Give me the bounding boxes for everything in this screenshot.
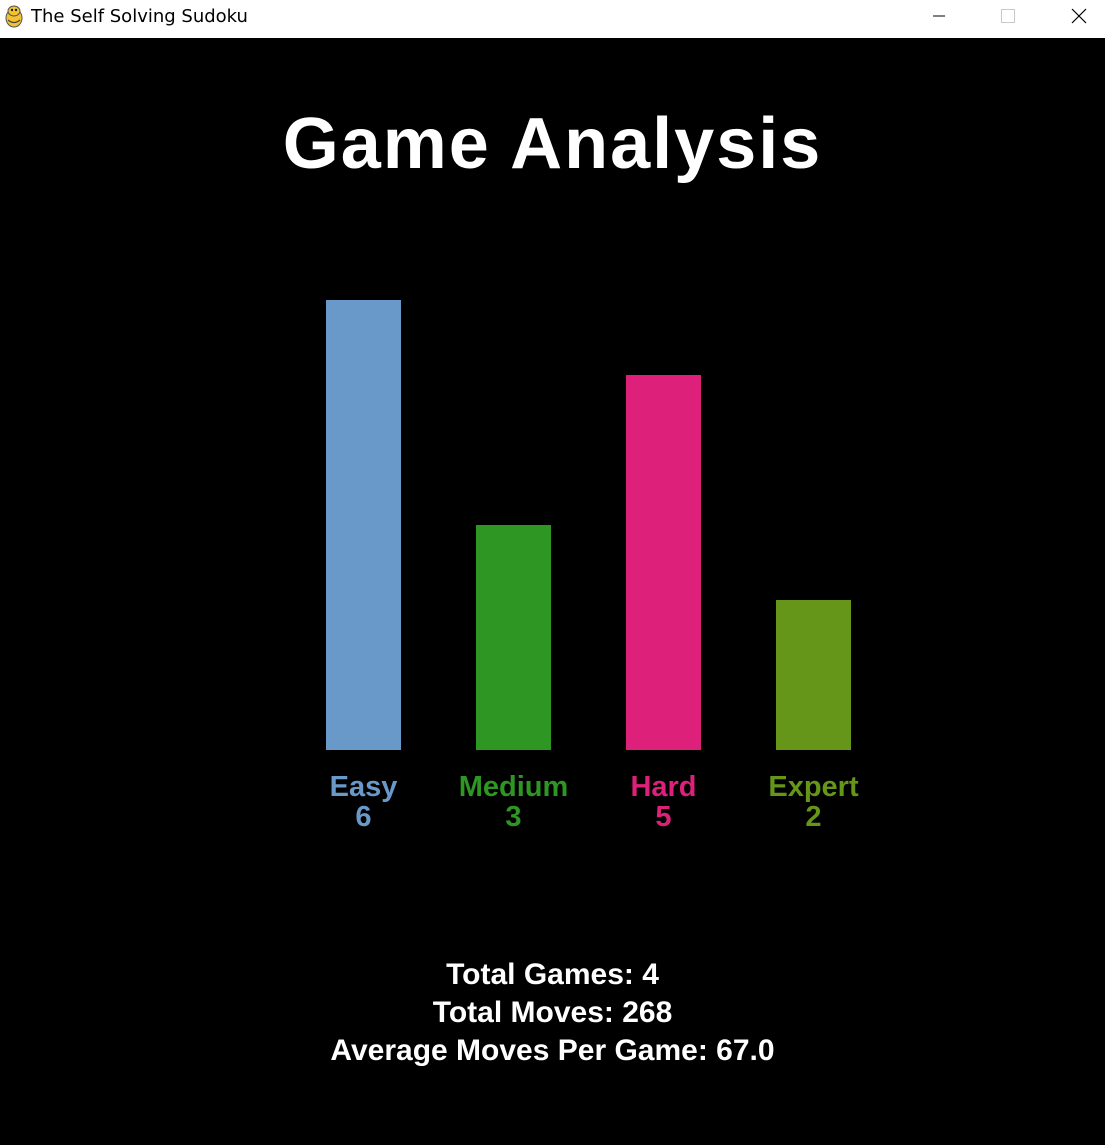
total-games-stat: Total Games: 4 — [446, 958, 659, 991]
value-label-expert: 2 — [805, 801, 821, 833]
maximize-button[interactable] — [985, 0, 1031, 32]
category-label-expert: Expert — [768, 771, 859, 803]
total-moves-stat: Total Moves: 268 — [432, 996, 673, 1029]
page-title: Game Analysis — [282, 104, 823, 184]
python-snake-icon — [3, 4, 25, 28]
window-titlebar[interactable]: The Self Solving Sudoku — [0, 0, 1105, 38]
average-moves-stat: Average Moves Per Game: 67.0 — [330, 1034, 775, 1067]
stats-summary: Total Games: 4 Total Moves: 268 Average … — [0, 956, 1105, 1070]
maximize-icon — [1001, 9, 1015, 23]
category-label-hard: Hard — [630, 771, 696, 803]
value-label-hard: 5 — [655, 801, 671, 833]
category-label-medium: Medium — [459, 771, 569, 803]
window-title: The Self Solving Sudoku — [31, 6, 248, 27]
bar-easy — [326, 300, 401, 750]
close-button[interactable] — [1056, 0, 1102, 32]
analysis-screen: Game Analysis Easy 6 Medium 3 Hard 5 Expert 2 T… — [0, 38, 1105, 1145]
category-label-easy: Easy — [330, 771, 398, 803]
bar-medium — [476, 525, 551, 750]
bar-expert — [776, 600, 851, 750]
value-label-easy: 6 — [355, 801, 371, 833]
bar-hard — [626, 375, 701, 750]
value-label-medium: 3 — [505, 801, 521, 833]
close-icon — [1071, 8, 1087, 24]
minimize-icon — [933, 15, 945, 17]
minimize-button[interactable] — [916, 0, 962, 32]
